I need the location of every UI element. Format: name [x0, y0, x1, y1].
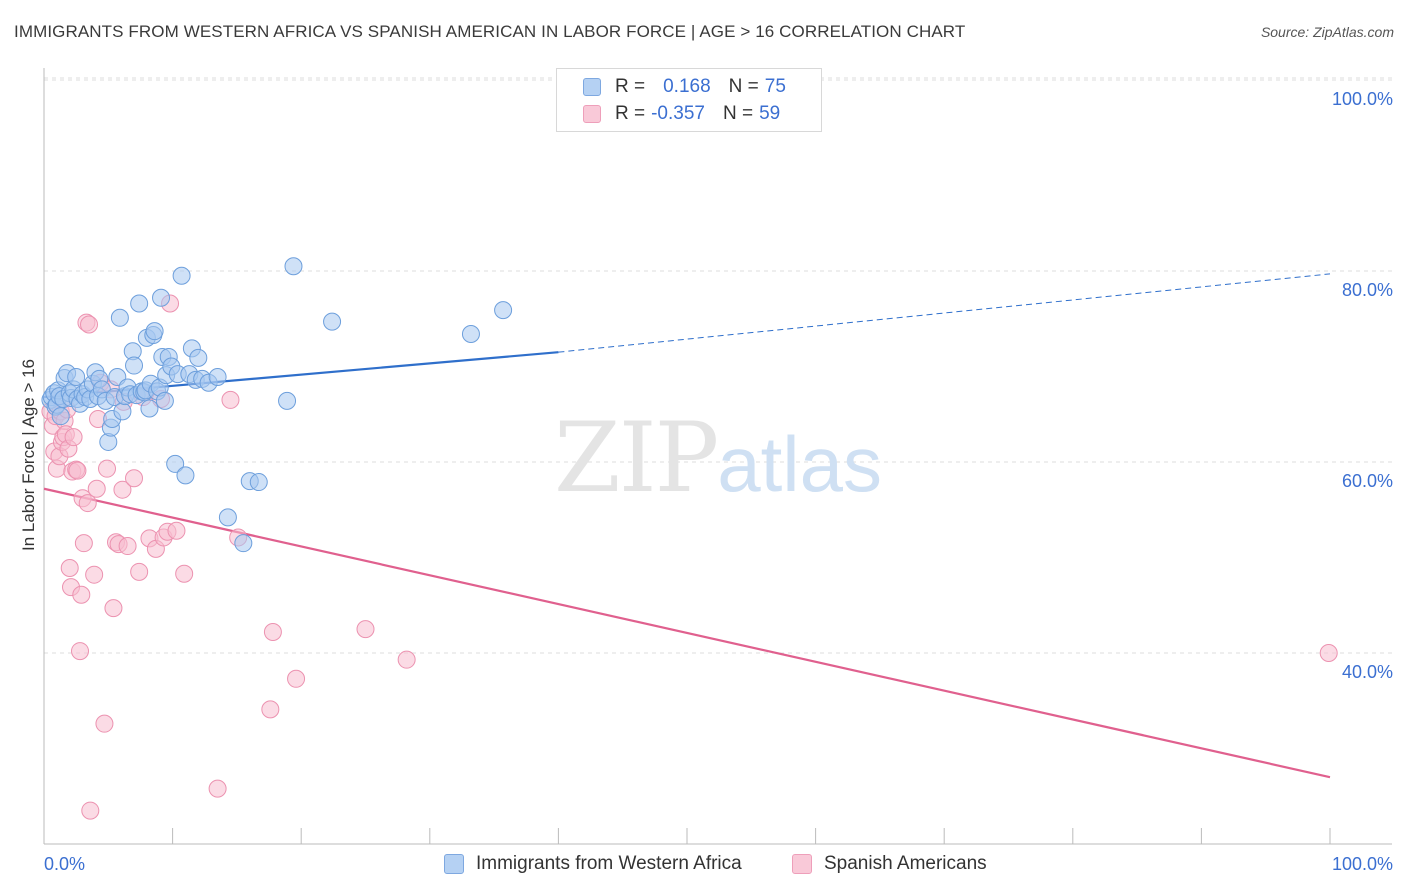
watermark-atlas: atlas: [717, 420, 882, 508]
legend-r-value: 0.168: [663, 76, 711, 97]
data-point-spanish-americans: [221, 390, 240, 409]
data-point-spanish-americans: [175, 564, 194, 583]
data-point-western-africa: [208, 368, 227, 387]
legend-n-label: N =: [728, 76, 759, 97]
data-point-western-africa: [140, 399, 159, 418]
data-point-western-africa: [152, 288, 171, 307]
data-point-spanish-americans: [87, 479, 106, 498]
bottom-legend-swatch-blue: [444, 854, 464, 874]
legend-row-series2: R = -0.357 N = 59: [583, 101, 780, 127]
data-point-western-africa: [67, 368, 86, 387]
data-point-spanish-americans: [208, 779, 227, 798]
data-point-spanish-americans: [95, 714, 114, 733]
y-tick-label: 100.0%: [1332, 89, 1393, 109]
data-point-spanish-americans: [68, 461, 87, 480]
data-point-spanish-americans: [356, 620, 375, 639]
data-point-spanish-americans: [98, 459, 117, 478]
y-axis-label: In Labor Force | Age > 16: [19, 358, 38, 552]
watermark: ZIPatlas: [554, 402, 882, 514]
data-point-spanish-americans: [261, 700, 280, 719]
data-point-western-africa: [323, 312, 342, 331]
watermark-zip: ZIP: [554, 402, 719, 514]
data-point-spanish-americans: [167, 521, 186, 540]
data-point-western-africa: [278, 391, 297, 410]
data-point-western-africa: [189, 348, 208, 367]
data-point-western-africa: [113, 402, 132, 421]
data-point-western-africa: [461, 325, 480, 344]
legend-n-value: 75: [764, 76, 786, 97]
axes: [43, 68, 1392, 845]
source-label: Source: ZipAtlas.com: [1260, 24, 1394, 40]
legend-row-series1: R = 0.168 N = 75: [583, 74, 786, 100]
data-point-spanish-americans: [113, 480, 132, 499]
data-point-spanish-americans: [72, 585, 91, 604]
legend-r-label: R =: [615, 103, 646, 124]
legend-n-label: N =: [722, 103, 754, 124]
x-tick-label: 0.0%: [44, 854, 85, 874]
data-point-western-africa: [218, 508, 237, 527]
data-point-western-africa: [176, 466, 195, 485]
bottom-legend-series1: Immigrants from Western Africa: [444, 852, 742, 876]
data-point-spanish-americans: [287, 669, 306, 688]
data-point-spanish-americans: [118, 537, 137, 556]
data-point-western-africa: [51, 407, 70, 426]
data-point-spanish-americans: [130, 562, 149, 581]
data-point-spanish-americans: [81, 801, 100, 820]
y-tick-label: 80.0%: [1342, 280, 1393, 300]
data-point-spanish-americans: [397, 650, 416, 669]
legend-n-value: 59: [759, 103, 781, 124]
data-point-western-africa: [155, 391, 174, 410]
data-point-spanish-americans: [78, 494, 97, 513]
y-tick-label: 40.0%: [1342, 662, 1393, 682]
data-point-western-africa: [125, 356, 144, 375]
data-point-western-africa: [249, 473, 268, 492]
data-point-western-africa: [284, 257, 303, 276]
series-western-africa: [41, 257, 513, 553]
trend-line-western-africa-extension: [558, 273, 1331, 353]
trend-line-spanish-americans: [43, 487, 1331, 779]
chart-title: IMMIGRANTS FROM WESTERN AFRICA VS SPANIS…: [14, 22, 966, 41]
data-point-western-africa: [110, 308, 129, 327]
data-point-western-africa: [172, 266, 191, 285]
data-point-spanish-americans: [80, 315, 99, 334]
bottom-legend-label: Immigrants from Western Africa: [476, 853, 742, 874]
trend-lines: [43, 273, 1331, 779]
x-tick-label: 100.0%: [1332, 854, 1393, 874]
data-point-spanish-americans: [85, 565, 104, 584]
data-point-spanish-americans: [263, 622, 282, 641]
y-tick-label: 60.0%: [1342, 471, 1393, 491]
data-point-spanish-americans: [60, 559, 79, 578]
legend-r-label: R =: [615, 76, 646, 97]
legend-swatch-pink: [583, 105, 601, 123]
stats-legend: R = 0.168 N = 75 R = -0.357 N = 59: [556, 68, 822, 132]
data-point-western-africa: [494, 301, 513, 320]
series-spanish-americans: [41, 294, 1338, 820]
data-point-western-africa: [130, 294, 149, 313]
data-point-spanish-americans: [1319, 644, 1338, 662]
data-point-spanish-americans: [64, 428, 83, 447]
data-point-western-africa: [145, 322, 164, 341]
bottom-legend-series2: Spanish Americans: [792, 852, 987, 876]
data-point-western-africa: [234, 534, 253, 553]
bottom-legend-swatch-pink: [792, 854, 812, 874]
data-point-western-africa: [166, 454, 185, 473]
tick-labels: 40.0% 60.0% 80.0% 100.0% 0.0% 100.0%: [44, 89, 1393, 874]
data-point-spanish-americans: [125, 469, 144, 488]
gridlines: [44, 77, 1392, 654]
legend-r-value: -0.357: [651, 103, 705, 124]
data-point-spanish-americans: [104, 599, 123, 618]
data-point-spanish-americans: [74, 534, 93, 553]
data-point-spanish-americans: [71, 642, 90, 661]
bottom-legend-label: Spanish Americans: [824, 853, 987, 874]
legend-swatch-blue: [583, 78, 601, 96]
